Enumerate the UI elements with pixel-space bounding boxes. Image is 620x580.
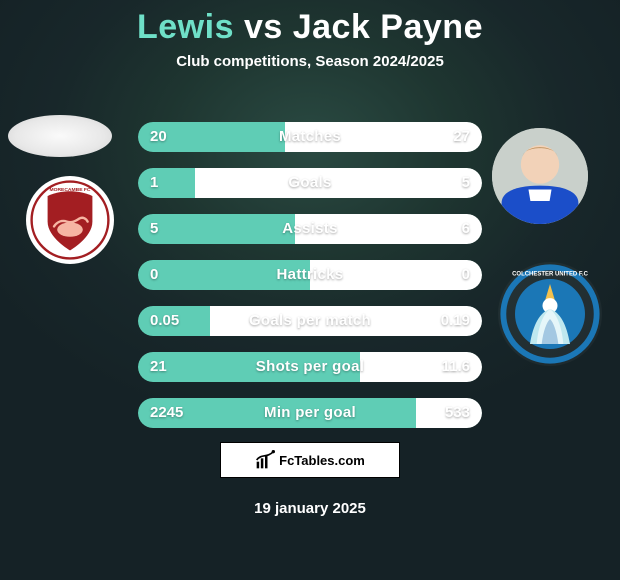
- stat-value-right: 27: [453, 122, 470, 152]
- stat-row: Goals per match0.05 0.19: [138, 306, 482, 336]
- stat-row: Goals1 5: [138, 168, 482, 198]
- stat-value-left: 1: [150, 168, 158, 198]
- eagle-badge-icon: COLCHESTER UNITED F.C: [500, 264, 600, 364]
- site-credit-text: FcTables.com: [279, 453, 365, 468]
- stat-row: Matches20 27: [138, 122, 482, 152]
- stat-label: Hattricks: [138, 260, 482, 290]
- stat-row: Shots per goal21 11.6: [138, 352, 482, 382]
- vs-label: vs: [244, 8, 283, 46]
- stat-label: Goals: [138, 168, 482, 198]
- stat-value-left: 0.05: [150, 306, 179, 336]
- player2-club-badge: COLCHESTER UNITED F.C: [498, 262, 602, 366]
- stat-label: Assists: [138, 214, 482, 244]
- player2-name: Jack Payne: [293, 8, 483, 46]
- stat-label: Goals per match: [138, 306, 482, 336]
- stat-label: Shots per goal: [138, 352, 482, 382]
- stat-row: Min per goal2245 533: [138, 398, 482, 428]
- site-credit[interactable]: FcTables.com: [220, 442, 400, 478]
- date-label: 19 january 2025: [0, 500, 620, 517]
- svg-text:COLCHESTER UNITED F.C: COLCHESTER UNITED F.C: [512, 272, 588, 278]
- player1-avatar: [8, 115, 112, 157]
- stat-value-left: 5: [150, 214, 158, 244]
- stat-value-left: 21: [150, 352, 167, 382]
- stat-value-right: 0.19: [441, 306, 470, 336]
- page-title: Lewis vs Jack Payne: [0, 8, 620, 47]
- comparison-card: Lewis vs Jack Payne Club competitions, S…: [0, 0, 620, 580]
- stat-label: Min per goal: [138, 398, 482, 428]
- stat-value-right: 533: [445, 398, 470, 428]
- svg-text:MORECAMBE FC: MORECAMBE FC: [50, 187, 91, 193]
- stat-value-left: 20: [150, 122, 167, 152]
- fctables-logo-icon: [255, 450, 275, 470]
- stat-value-right: 11.6: [442, 352, 470, 382]
- stat-label: Matches: [138, 122, 482, 152]
- stat-value-left: 2245: [150, 398, 183, 428]
- stat-value-right: 6: [462, 214, 470, 244]
- shield-icon: MORECAMBE FC: [30, 180, 110, 260]
- stat-row: Assists5 6: [138, 214, 482, 244]
- stat-value-right: 0: [462, 260, 470, 290]
- stat-value-right: 5: [462, 168, 470, 198]
- stats-bars: Matches2027Goals15Assists56Hattricks00Go…: [138, 122, 482, 444]
- player1-club-badge: MORECAMBE FC: [26, 176, 114, 264]
- player1-name: Lewis: [137, 8, 234, 46]
- stat-value-left: 0: [150, 260, 158, 290]
- subtitle: Club competitions, Season 2024/2025: [0, 53, 620, 70]
- player2-avatar: [492, 128, 588, 224]
- stat-row: Hattricks0 0: [138, 260, 482, 290]
